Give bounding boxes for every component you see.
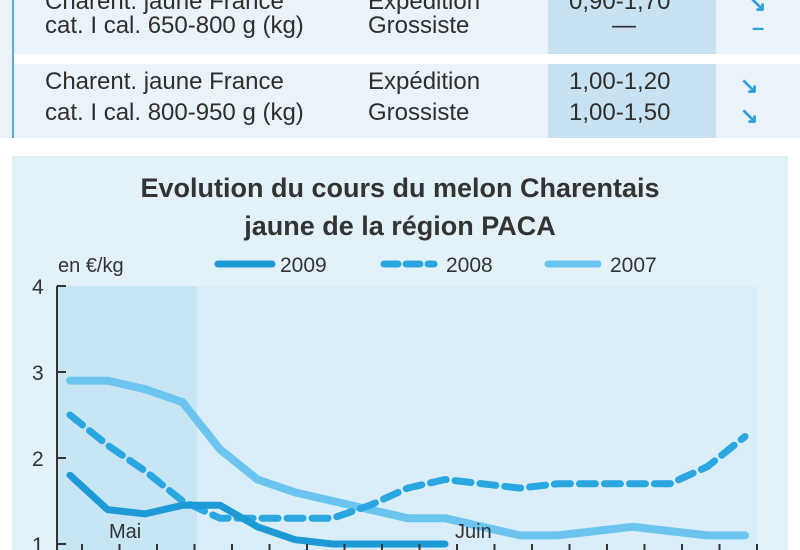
row2-market-line1: Expédition bbox=[368, 68, 481, 95]
row2-trend2-arrow-icon: ↘ bbox=[740, 103, 759, 128]
row1-product-line1: Charent. jaune France bbox=[45, 0, 284, 15]
row1-price-line2: — bbox=[612, 12, 636, 39]
row1-market-line2: Grossiste bbox=[368, 12, 470, 39]
row2-price-line1: 1,00-1,20 bbox=[569, 68, 671, 95]
row-separator bbox=[14, 54, 800, 64]
price-column-background bbox=[548, 0, 716, 138]
row1-product-line2: cat. I cal. 650-800 g (kg) bbox=[45, 12, 304, 39]
row1-market-line1: Expédition bbox=[368, 0, 481, 15]
row2-market-line2: Grossiste bbox=[368, 99, 470, 126]
row1-trend1-arrow-icon: ↘ bbox=[748, 0, 767, 16]
chart-panel: Evolution du cours du melon Charentais j… bbox=[12, 156, 788, 550]
row2-trend1-arrow-icon: ↘ bbox=[740, 73, 759, 98]
price-table: Charent. jaune France cat. I cal. 650-80… bbox=[0, 0, 800, 138]
row2-price-line2: 1,00-1,50 bbox=[569, 99, 671, 126]
row1-trend2-dash-icon: – bbox=[752, 15, 765, 40]
row2-product-line2: cat. I cal. 800-950 g (kg) bbox=[45, 99, 304, 126]
table-left-rule bbox=[12, 0, 14, 138]
chart-title-line1: Evolution du cours du melon Charentais bbox=[140, 173, 660, 203]
chart-title-line2: jaune de la région PACA bbox=[244, 211, 556, 241]
row2-product-line1: Charent. jaune France bbox=[45, 68, 284, 95]
row1-price-line1: 0,90-1,70 bbox=[569, 0, 671, 15]
